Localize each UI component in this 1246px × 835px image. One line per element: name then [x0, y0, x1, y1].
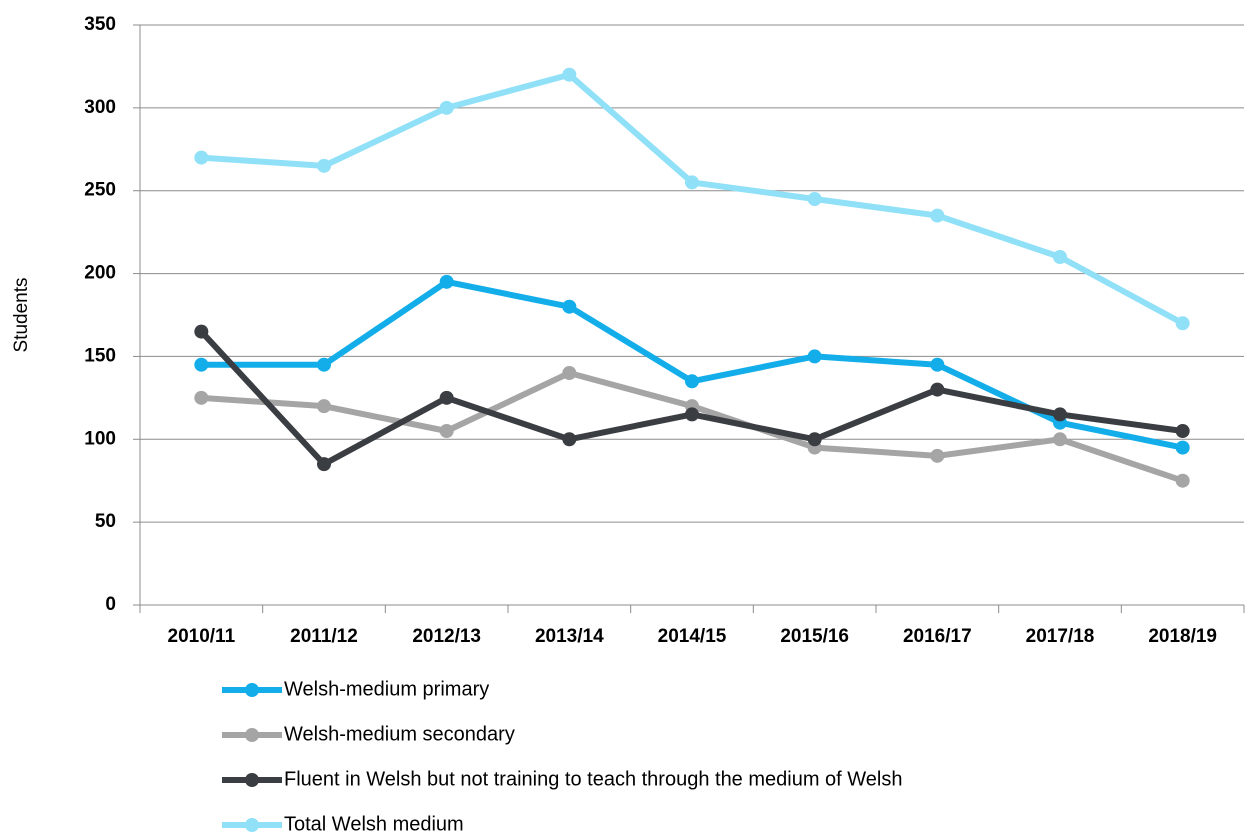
- data-point: [194, 390, 209, 405]
- data-point: [807, 192, 822, 206]
- legend-label: Welsh-medium primary: [284, 678, 489, 700]
- y-tick-label: 200: [84, 263, 116, 284]
- data-point: [317, 158, 331, 173]
- data-point: [1053, 432, 1067, 447]
- legend-marker: [245, 728, 259, 742]
- series-line: [201, 278, 1184, 451]
- legend-label: Total Welsh medium: [284, 813, 464, 835]
- x-tick-label: 2013/14: [535, 626, 604, 647]
- data-point: [1053, 250, 1067, 264]
- x-tick-label: 2010/11: [168, 626, 236, 647]
- data-point: [685, 175, 699, 190]
- y-tick-label: 150: [84, 345, 116, 366]
- data-point: [1175, 316, 1190, 331]
- data-point: [194, 324, 209, 339]
- legend-marker: [245, 773, 259, 787]
- data-point: [562, 366, 577, 380]
- data-point: [439, 390, 454, 405]
- data-point: [930, 357, 945, 372]
- data-point: [807, 432, 822, 447]
- data-point: [317, 357, 331, 372]
- legend-label: Fluent in Welsh but not training to teac…: [284, 768, 903, 790]
- x-tick-label: 2015/16: [780, 626, 849, 647]
- y-tick-label: 300: [84, 97, 116, 118]
- data-point: [930, 208, 945, 223]
- data-point: [317, 457, 331, 472]
- data-point: [685, 407, 699, 422]
- series-line: [201, 71, 1185, 326]
- data-point: [1175, 473, 1190, 488]
- data-point: [562, 299, 577, 314]
- x-tick-label: 2018/19: [1148, 626, 1217, 647]
- data-point: [685, 374, 699, 389]
- data-point: [562, 67, 577, 82]
- data-point: [1053, 407, 1067, 422]
- data-point: [194, 357, 209, 372]
- data-point: [930, 382, 945, 397]
- data-point: [1175, 440, 1190, 455]
- series-line: [201, 370, 1184, 484]
- legend-label: Welsh-medium secondary: [284, 723, 515, 745]
- y-tick-label: 250: [84, 180, 116, 201]
- y-tick-label: 0: [105, 594, 116, 615]
- x-tick-label: 2014/15: [658, 626, 727, 647]
- data-point: [439, 424, 454, 438]
- data-point: [194, 150, 209, 165]
- data-point: [439, 100, 454, 115]
- x-tick-label: 2011/12: [290, 626, 358, 647]
- x-tick-label: 2017/18: [1026, 626, 1095, 647]
- y-axis-label: Students: [11, 278, 32, 353]
- x-tick-label: 2016/17: [903, 626, 972, 647]
- legend-marker: [245, 683, 259, 697]
- data-point: [439, 274, 454, 289]
- y-tick-label: 350: [84, 14, 116, 35]
- data-point: [930, 448, 945, 463]
- x-tick-label: 2012/13: [412, 626, 481, 647]
- data-point: [317, 399, 331, 414]
- data-point: [562, 432, 577, 447]
- data-point: [1175, 424, 1190, 438]
- y-tick-label: 50: [95, 511, 116, 532]
- y-tick-label: 100: [84, 428, 116, 449]
- legend-marker: [245, 818, 259, 832]
- data-point: [807, 349, 822, 364]
